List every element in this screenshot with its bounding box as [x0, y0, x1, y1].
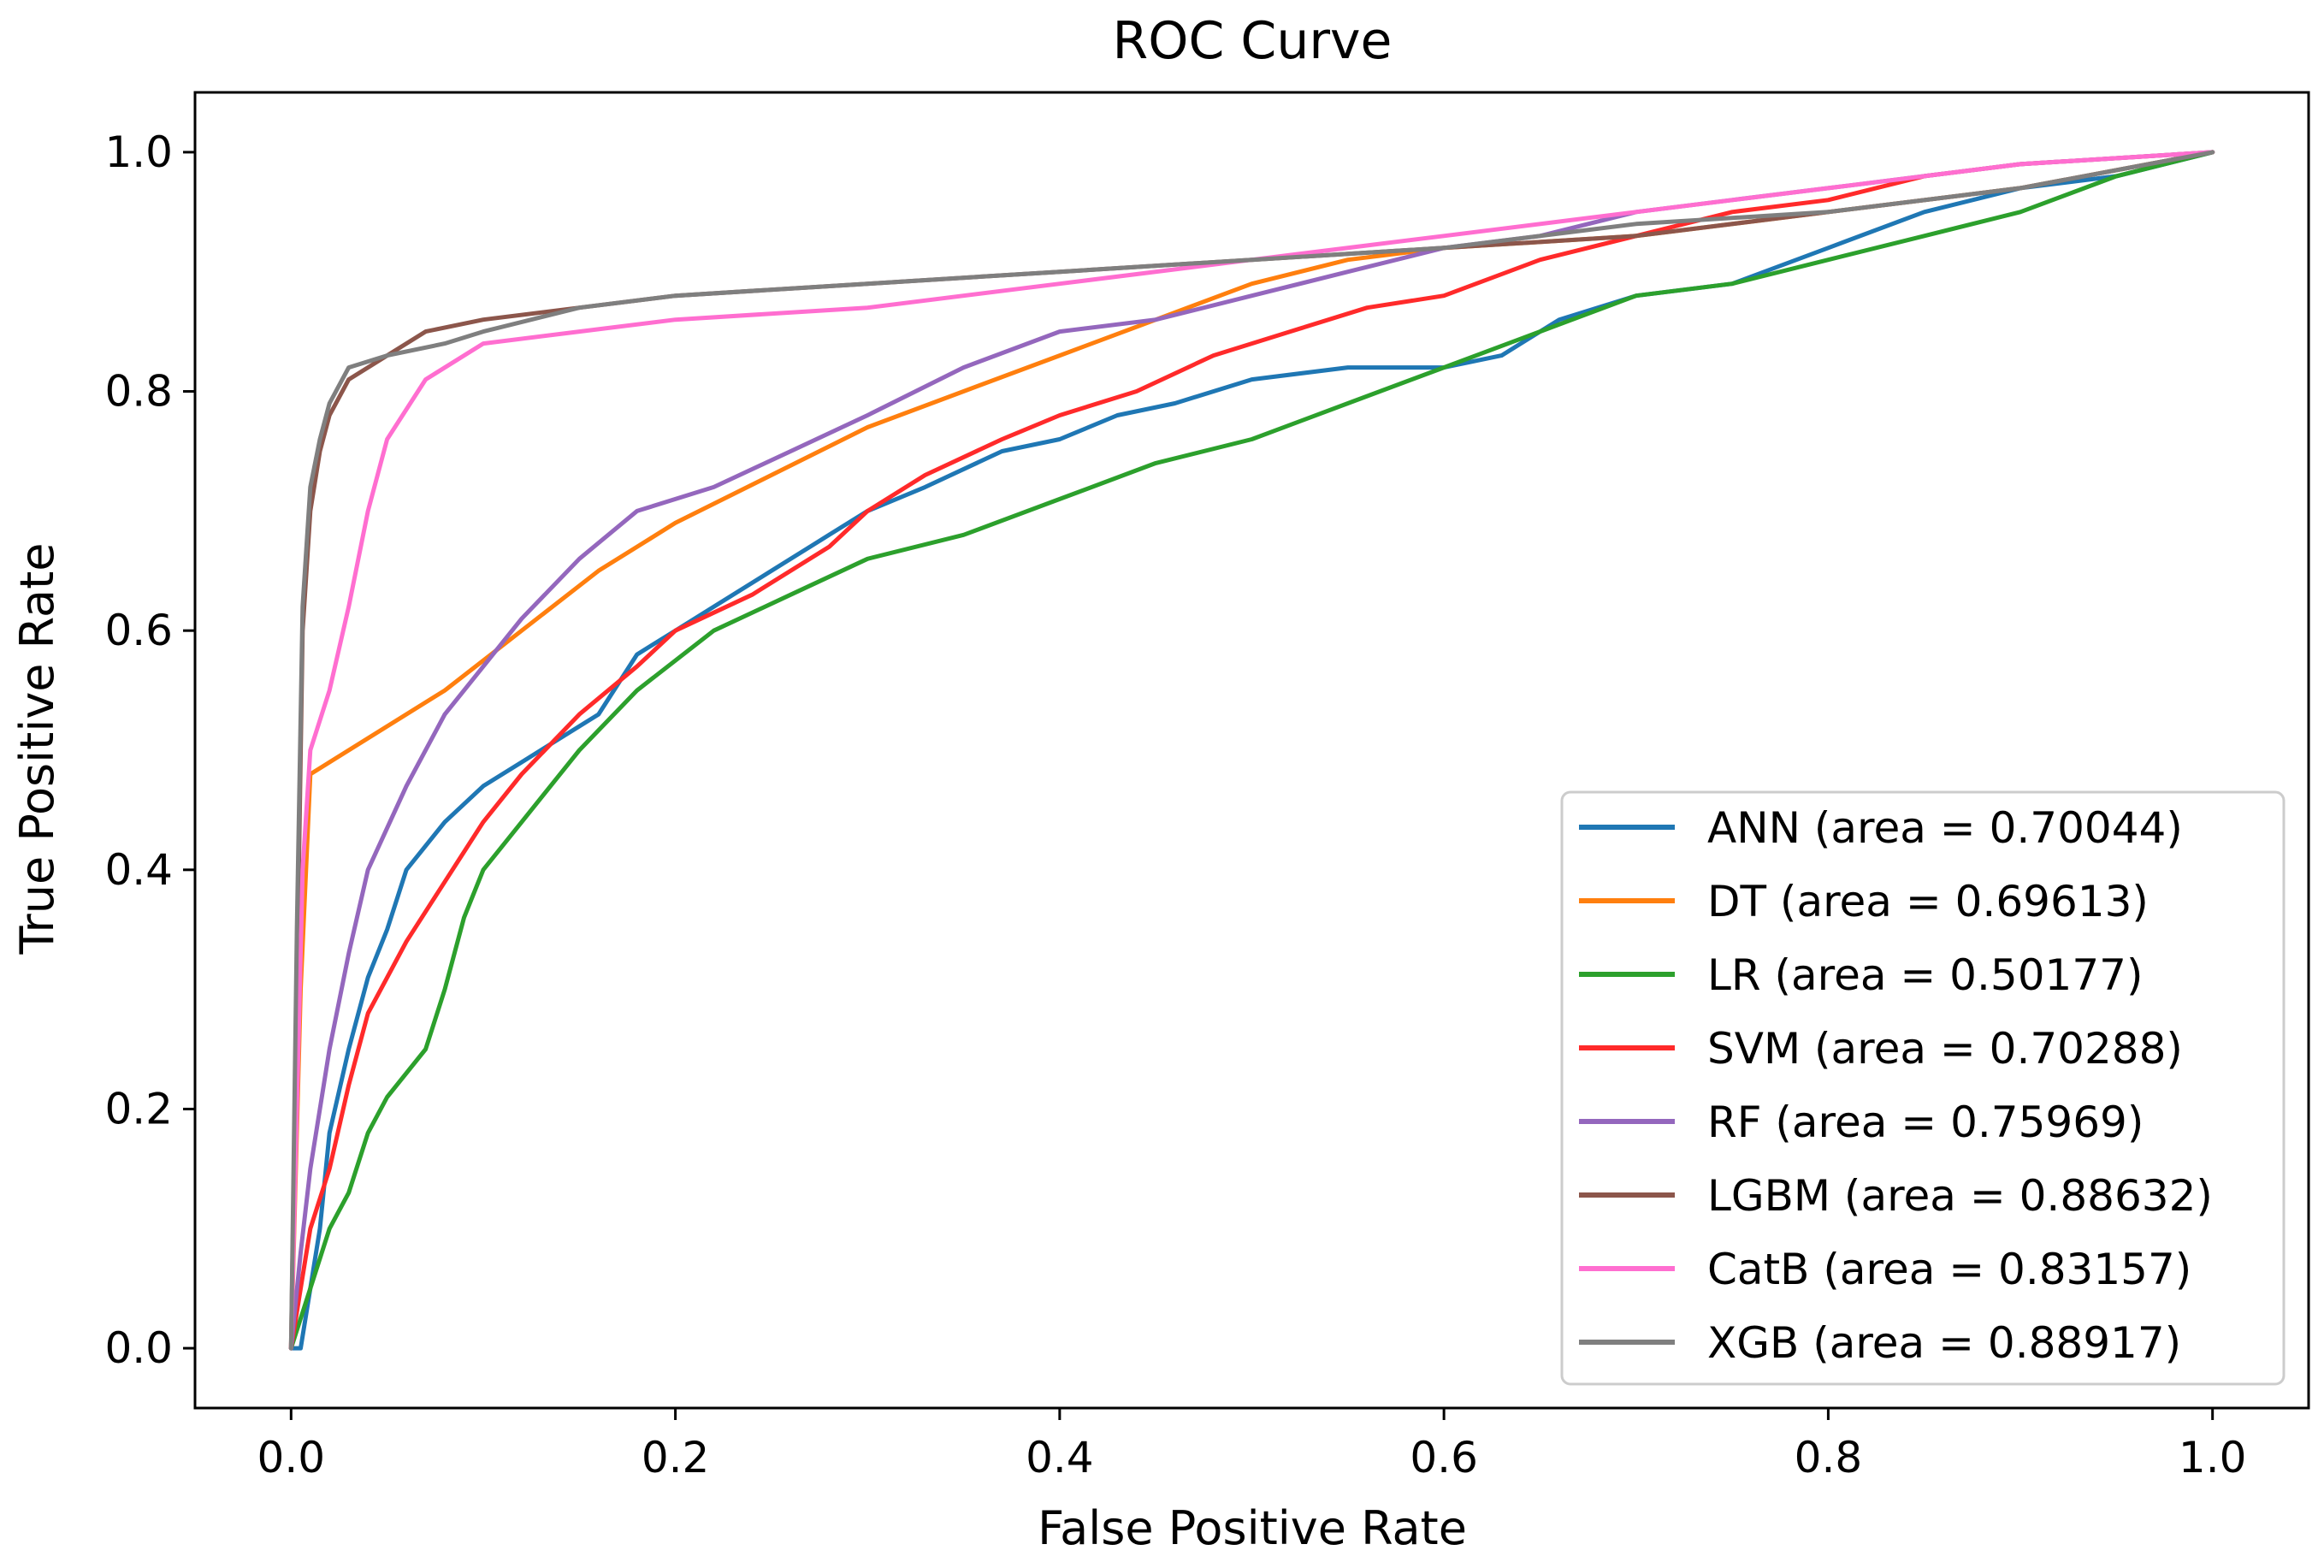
legend-entries: ANN (area = 0.70044) DT (area = 0.69613) L…	[1579, 803, 2213, 1368]
y-tick-label: 0.0	[104, 1323, 173, 1373]
y-tick-label: 1.0	[104, 127, 173, 177]
legend-label-rf: RF (area = 0.75969)	[1707, 1098, 2144, 1147]
legend: ANN (area = 0.70044) DT (area = 0.69613) L…	[1560, 790, 2286, 1386]
series-line-lr	[288, 150, 2215, 1351]
series-line-catb	[288, 150, 2215, 1351]
legend-label-svm: SVM (area = 0.70288)	[1707, 1024, 2183, 1074]
chart-title: ROC Curve	[1113, 11, 1393, 71]
ticks-layer: 0.0 0.2 0.4 0.6 0.8 1.0 0.0 0.2 0.4 0.6 0.8 1.0	[104, 127, 2246, 1482]
series-line-lgbm	[288, 150, 2215, 1351]
legend-label-lr: LR (area = 0.50177)	[1707, 950, 2143, 1000]
legend-label-dt: DT (area = 0.69613)	[1707, 877, 2149, 926]
x-tick-label: 0.0	[257, 1433, 326, 1482]
x-axis-label: False Positive Rate	[1038, 1501, 1467, 1555]
y-tick-label: 0.8	[104, 367, 173, 417]
legend-label-xgb: XGB (area = 0.88917)	[1707, 1318, 2181, 1368]
legend-label-lgbm: LGBM (area = 0.88632)	[1707, 1171, 2213, 1221]
y-tick-label: 0.6	[104, 606, 173, 655]
x-tick-label: 0.4	[1026, 1433, 1094, 1482]
x-tick-label: 0.2	[642, 1433, 710, 1482]
legend-label-catb: CatB (area = 0.83157)	[1707, 1245, 2191, 1294]
y-tick-label: 0.2	[104, 1084, 173, 1133]
plot-frame	[193, 91, 2310, 1410]
series-layer	[288, 150, 2215, 1351]
x-tick-label: 1.0	[2179, 1433, 2247, 1482]
y-tick-label: 0.4	[104, 845, 173, 895]
x-tick-label: 0.8	[1795, 1433, 1863, 1482]
legend-box	[1560, 790, 2286, 1386]
x-tick-label: 0.6	[1410, 1433, 1478, 1482]
y-axis-label: True Positive Rate	[10, 542, 64, 955]
series-line-xgb	[288, 150, 2215, 1351]
legend-label-ann: ANN (area = 0.70044)	[1707, 803, 2183, 853]
